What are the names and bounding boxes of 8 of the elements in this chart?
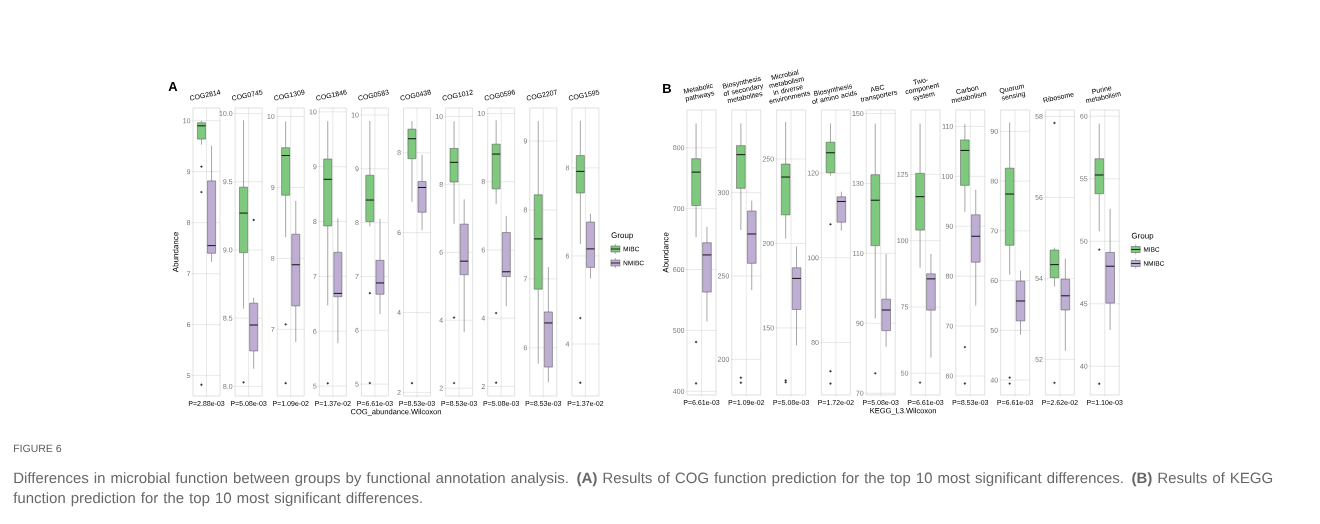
- y-axis-title: Abundance: [662, 232, 669, 273]
- caption: FIGURE 6: [14, 444, 62, 453]
- legend-title: Group: [1131, 232, 1154, 241]
- legend-title: Group: [611, 232, 633, 240]
- y-axis-title: Abundance: [172, 232, 179, 273]
- text: Differences in microbial function between groups by functional annotation analysis. (A) Results of COG function prediction for the top 10 most significant differences. (B) Results of KEGG function prediction for the top 10 most significant differences.: [13, 472, 1273, 507]
- text: A: [168, 82, 178, 91]
- text: B: [663, 84, 672, 93]
